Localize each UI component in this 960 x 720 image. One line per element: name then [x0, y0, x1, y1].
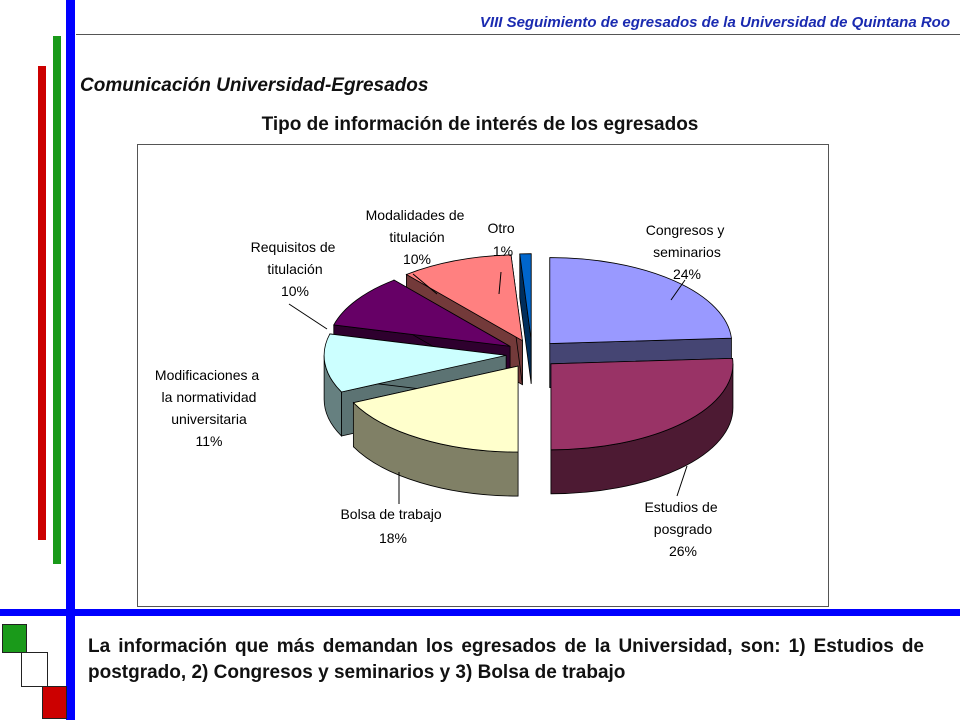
slice-label-posgrado: Estudios de posgrado 26%: [644, 499, 721, 559]
leader-line-otro: [498, 271, 502, 295]
pie-slice-2: [352, 365, 519, 497]
slice-label-otro: Otro 1%: [487, 220, 518, 259]
leader-lines-layer: [288, 271, 688, 504]
leader-line-posgrado: [676, 465, 688, 497]
slice-label-congresos: Congresos y seminarios 24%: [646, 222, 728, 282]
slice-labels-layer: Congresos y seminarios 24% Estudios de po…: [155, 207, 728, 559]
white-square: [21, 652, 48, 687]
pie-slice-1: [550, 357, 734, 495]
section-title: Comunicación Universidad-Egresados: [80, 75, 429, 96]
slice-label-modificaciones: Modificaciones a la normatividad universi…: [155, 367, 263, 449]
blue-vertical-bar: [66, 0, 75, 720]
red-vertical-bar: [38, 66, 46, 540]
header-divider: [76, 34, 960, 35]
chart-title: Tipo de información de interés de los eg…: [261, 114, 699, 135]
leader-line-requisitos: [288, 303, 328, 330]
green-square: [2, 624, 27, 653]
slice-label-bolsa: Bolsa de trabajo 18%: [340, 506, 445, 546]
leader-line-modalidades: [412, 273, 438, 295]
green-vertical-bar: [53, 36, 61, 564]
pie-chart: Congresos y seminarios 24% Estudios de po…: [155, 207, 734, 559]
slice-label-requisitos: Requisitos de titulación 10%: [251, 239, 340, 299]
caption-text: La información que más demandan los egre…: [88, 636, 924, 683]
header-title: VIII Seguimiento de egresados de la Univ…: [479, 14, 950, 31]
slice-label-modalidades: Modalidades de titulación 10%: [366, 207, 469, 267]
leader-line-congresos: [670, 279, 686, 301]
blue-horizontal-bar: [0, 609, 960, 616]
pie-slice-6: [519, 253, 532, 384]
red-square: [42, 686, 67, 719]
pie-slices-layer: [323, 253, 734, 497]
